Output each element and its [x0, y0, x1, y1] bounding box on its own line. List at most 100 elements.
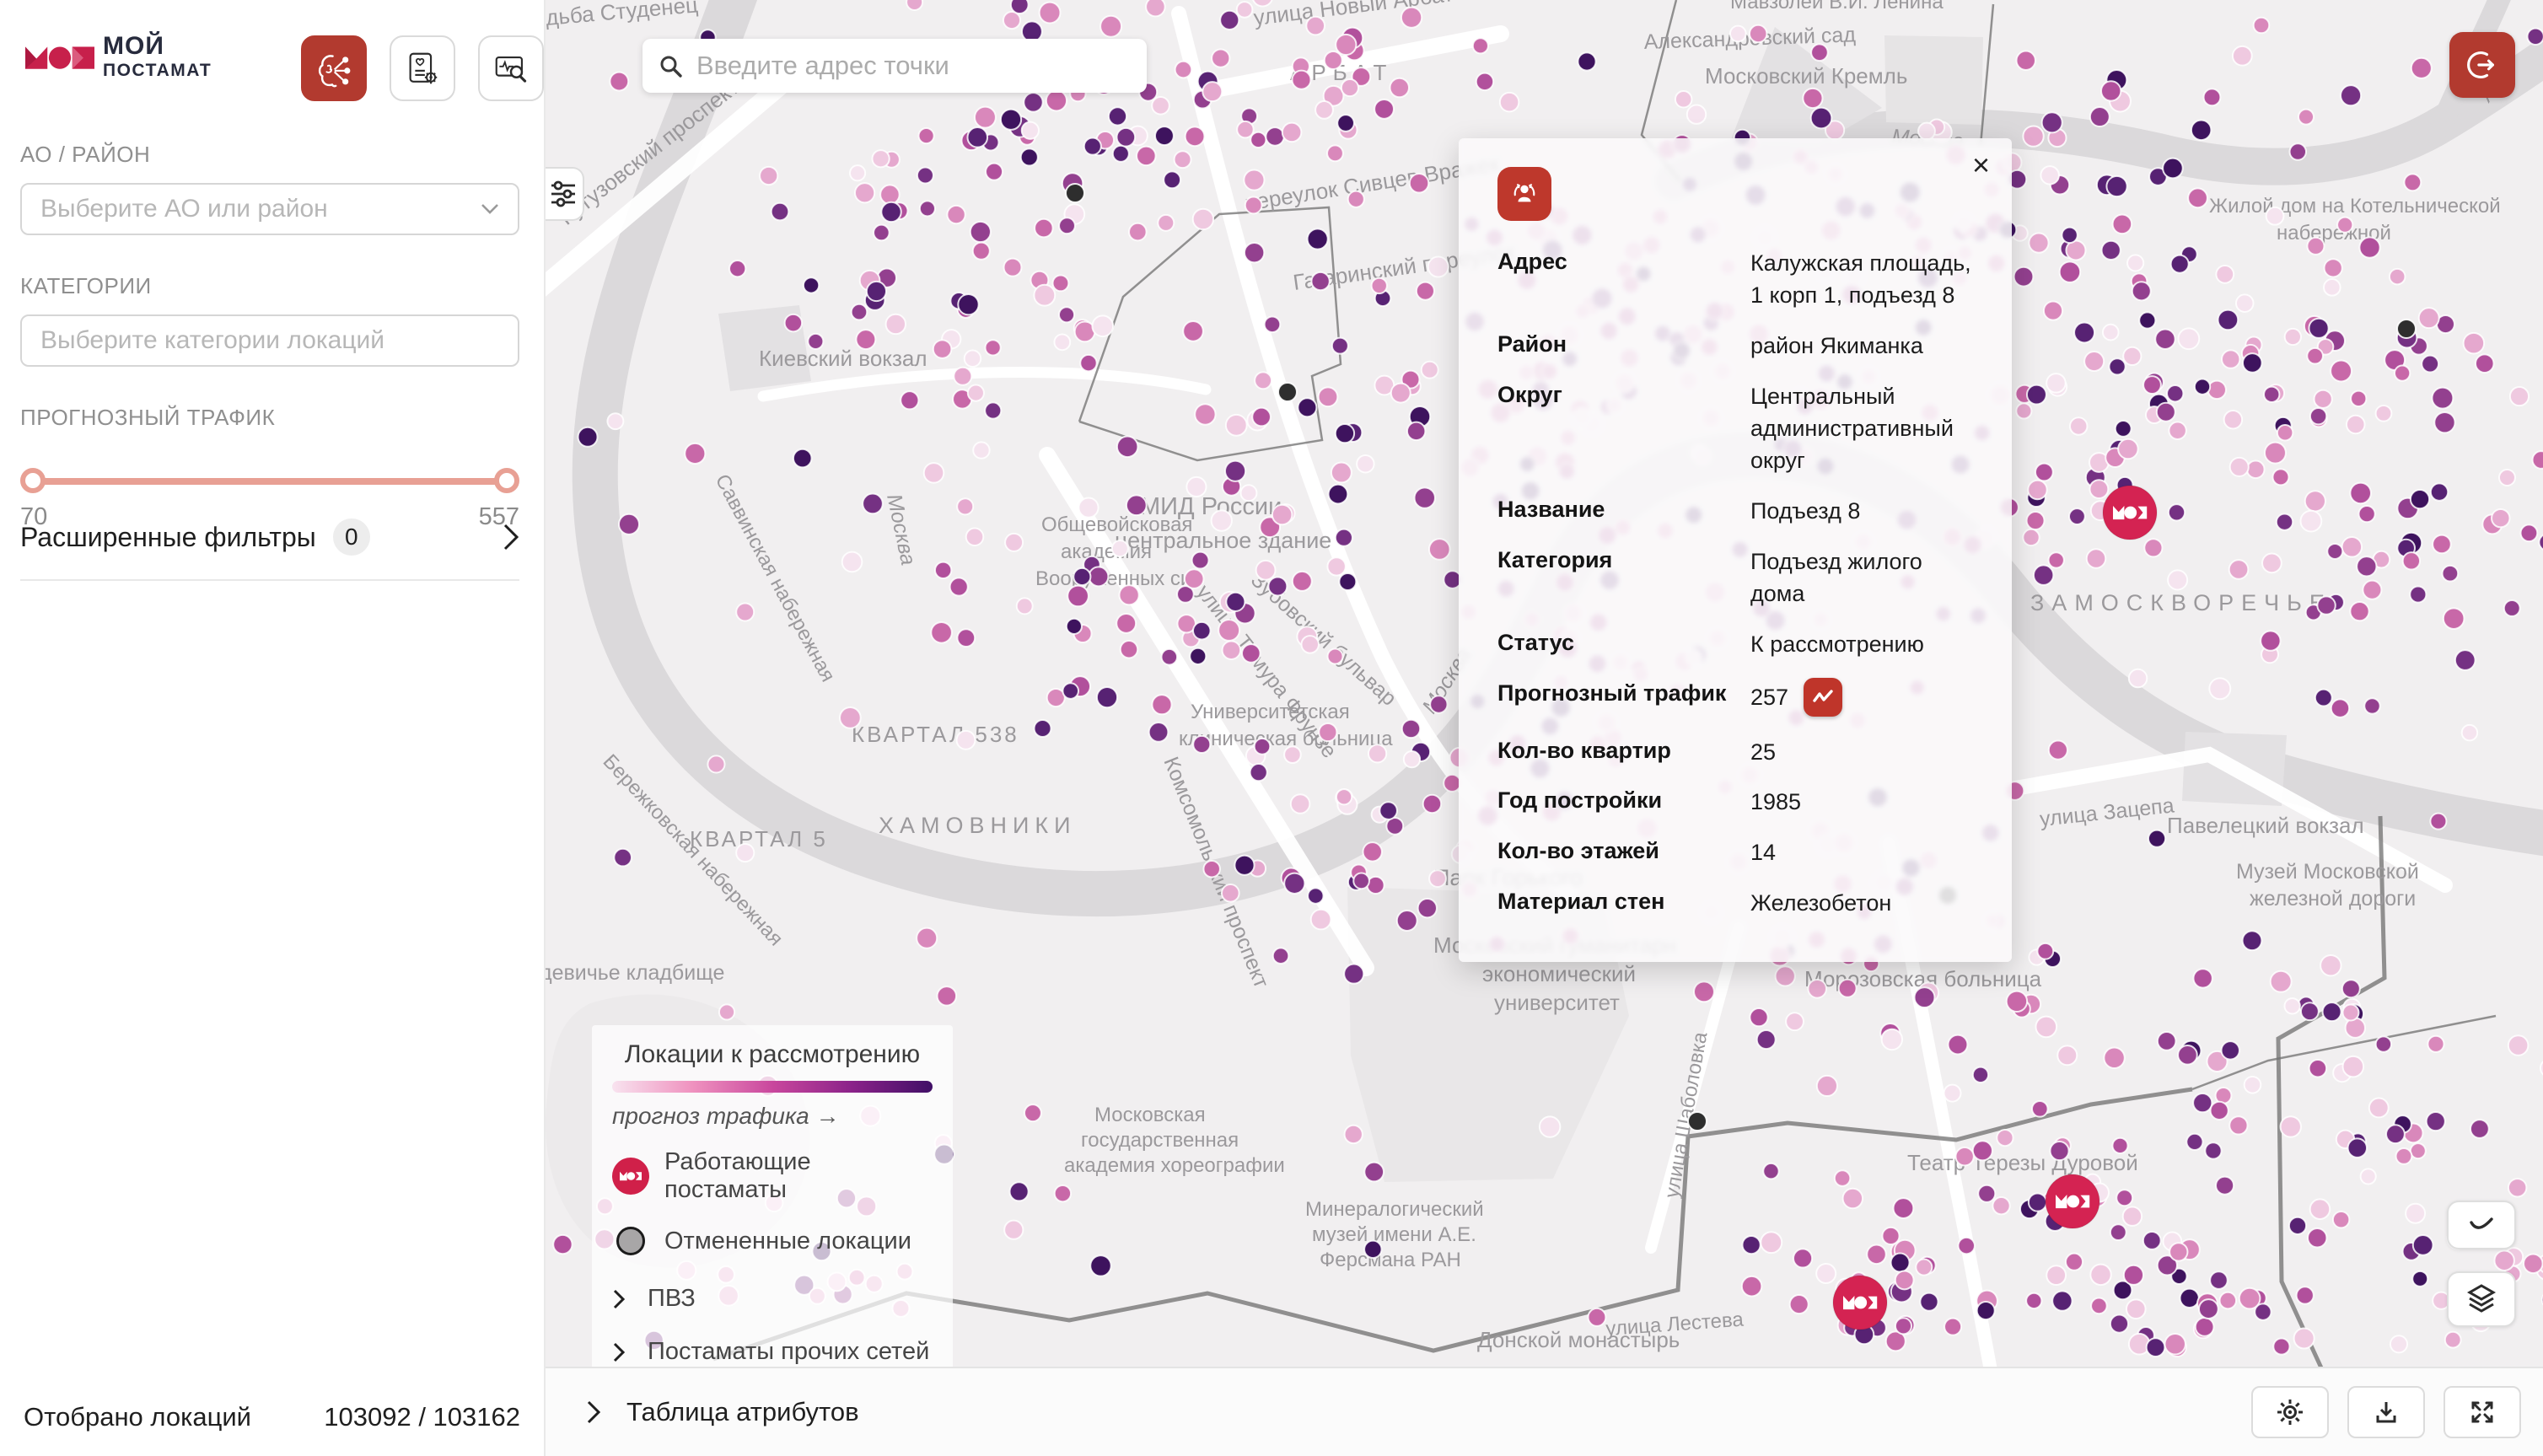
map-dot[interactable] [1223, 459, 1247, 482]
map-dot[interactable] [1038, 1, 1062, 24]
map-dot[interactable] [1326, 556, 1347, 577]
map-dot[interactable] [1367, 744, 1388, 764]
map-dot[interactable] [933, 561, 953, 580]
slider-handle-max[interactable] [494, 468, 519, 493]
map-dot[interactable] [1184, 126, 1206, 148]
table-settings-button[interactable] [2251, 1386, 2329, 1438]
map-dot[interactable] [1151, 694, 1173, 716]
map-dot[interactable] [2193, 378, 2212, 395]
map-dot[interactable] [880, 201, 902, 223]
map-dot[interactable] [2507, 1178, 2528, 1198]
map-dot[interactable] [2243, 1075, 2262, 1094]
map-dot[interactable] [2027, 479, 2048, 501]
map-dot[interactable] [1943, 1083, 1962, 1103]
map-dot[interactable] [956, 628, 976, 648]
map-dot[interactable] [1334, 528, 1353, 547]
map-dot[interactable] [2421, 354, 2440, 373]
map-dot[interactable] [932, 339, 953, 359]
map-dot[interactable] [1281, 121, 1303, 143]
map-dot[interactable] [1065, 617, 1083, 636]
map-dot[interactable] [2067, 508, 2086, 525]
map-dot[interactable] [2306, 236, 2325, 255]
map-dot[interactable] [1336, 114, 1355, 132]
map-dot[interactable] [2122, 1264, 2145, 1286]
map-dot[interactable] [1083, 137, 1102, 156]
map-dot[interactable] [971, 241, 991, 261]
map-dot[interactable] [2192, 1092, 2213, 1114]
map-dot[interactable] [2215, 1175, 2235, 1195]
map-dot[interactable] [2469, 1119, 2490, 1139]
map-dot[interactable] [1053, 333, 1072, 352]
map-dot[interactable] [2220, 1040, 2240, 1061]
map-dot[interactable] [2228, 456, 2250, 477]
map-dot[interactable] [2432, 534, 2452, 555]
map-dot[interactable] [1191, 207, 1215, 231]
map-dot[interactable] [2217, 309, 2239, 331]
postamat-marker[interactable] [1832, 1275, 1888, 1330]
map-dot[interactable] [2269, 970, 2293, 993]
map-dot[interactable] [2349, 481, 2373, 505]
map-dot[interactable] [2111, 213, 2133, 235]
map-dot[interactable] [1015, 597, 1034, 615]
map-dot[interactable] [2429, 482, 2449, 502]
map-dot[interactable] [2275, 513, 2294, 531]
map-dot[interactable] [1913, 986, 1936, 1009]
map-dot[interactable] [1136, 145, 1157, 167]
map-dot[interactable] [963, 349, 982, 368]
slider-track[interactable] [29, 478, 511, 485]
map-dot[interactable] [2241, 930, 2263, 952]
map-dot[interactable] [917, 127, 935, 145]
map-dot[interactable] [956, 497, 975, 516]
map-dot[interactable] [949, 577, 969, 597]
map-dot[interactable] [2142, 1231, 2162, 1250]
map-dot[interactable] [2202, 88, 2222, 107]
map-dot[interactable] [1053, 1184, 1073, 1203]
map-dot[interactable] [1095, 685, 1119, 709]
map-dot[interactable] [1251, 406, 1272, 427]
map-dot[interactable] [770, 201, 790, 222]
map-dot[interactable] [1370, 277, 1388, 295]
map-dot[interactable] [2083, 351, 2105, 373]
map-dot[interactable] [2474, 353, 2495, 373]
map-dot[interactable] [2358, 236, 2381, 259]
map-dot[interactable] [617, 513, 641, 535]
traffic-chart-button[interactable] [1804, 677, 1843, 717]
map-dot[interactable] [1110, 540, 1129, 558]
map-dot[interactable] [1334, 422, 1356, 444]
map-dot[interactable] [2169, 1242, 2189, 1262]
map-dot[interactable] [2238, 1287, 2261, 1310]
map-dot[interactable] [2046, 373, 2067, 394]
map-dot[interactable] [2306, 347, 2324, 365]
map-dot[interactable] [1793, 1248, 1814, 1269]
map-dot[interactable] [966, 126, 989, 148]
map-dot[interactable] [936, 986, 958, 1007]
nav-monitoring-button[interactable] [478, 35, 544, 101]
map-dot[interactable] [1163, 170, 1182, 190]
map-dot[interactable] [2056, 1045, 2078, 1066]
map-dot[interactable] [2299, 509, 2323, 533]
map-dot[interactable] [865, 280, 888, 303]
map-dot[interactable] [1283, 872, 1306, 895]
map-dot[interactable] [1894, 1270, 1915, 1291]
map-dot[interactable] [2036, 942, 2055, 960]
map-dot[interactable] [1291, 69, 1312, 90]
map-dot[interactable] [2531, 450, 2543, 470]
map-dot[interactable] [2309, 1198, 2331, 1220]
map-dot[interactable] [966, 384, 985, 402]
map-dot[interactable] [1400, 6, 1423, 29]
map-dot[interactable] [1330, 461, 1352, 484]
map-dot[interactable] [1116, 612, 1137, 634]
map-dot[interactable] [2433, 411, 2456, 434]
map-dot[interactable] [2089, 106, 2110, 128]
map-dot[interactable] [2316, 595, 2336, 615]
map-dot[interactable] [930, 621, 953, 644]
map-dot[interactable] [1976, 1300, 1996, 1321]
map-dot[interactable] [1420, 360, 1439, 379]
map-dot[interactable] [918, 200, 936, 218]
map-dot[interactable] [1944, 1317, 1963, 1336]
map-dot[interactable] [802, 277, 820, 294]
map-dot[interactable] [1045, 89, 1068, 112]
map-dot[interactable] [1249, 763, 1268, 782]
map-dot[interactable] [1327, 483, 1349, 505]
map-dot[interactable] [2109, 1223, 2127, 1242]
